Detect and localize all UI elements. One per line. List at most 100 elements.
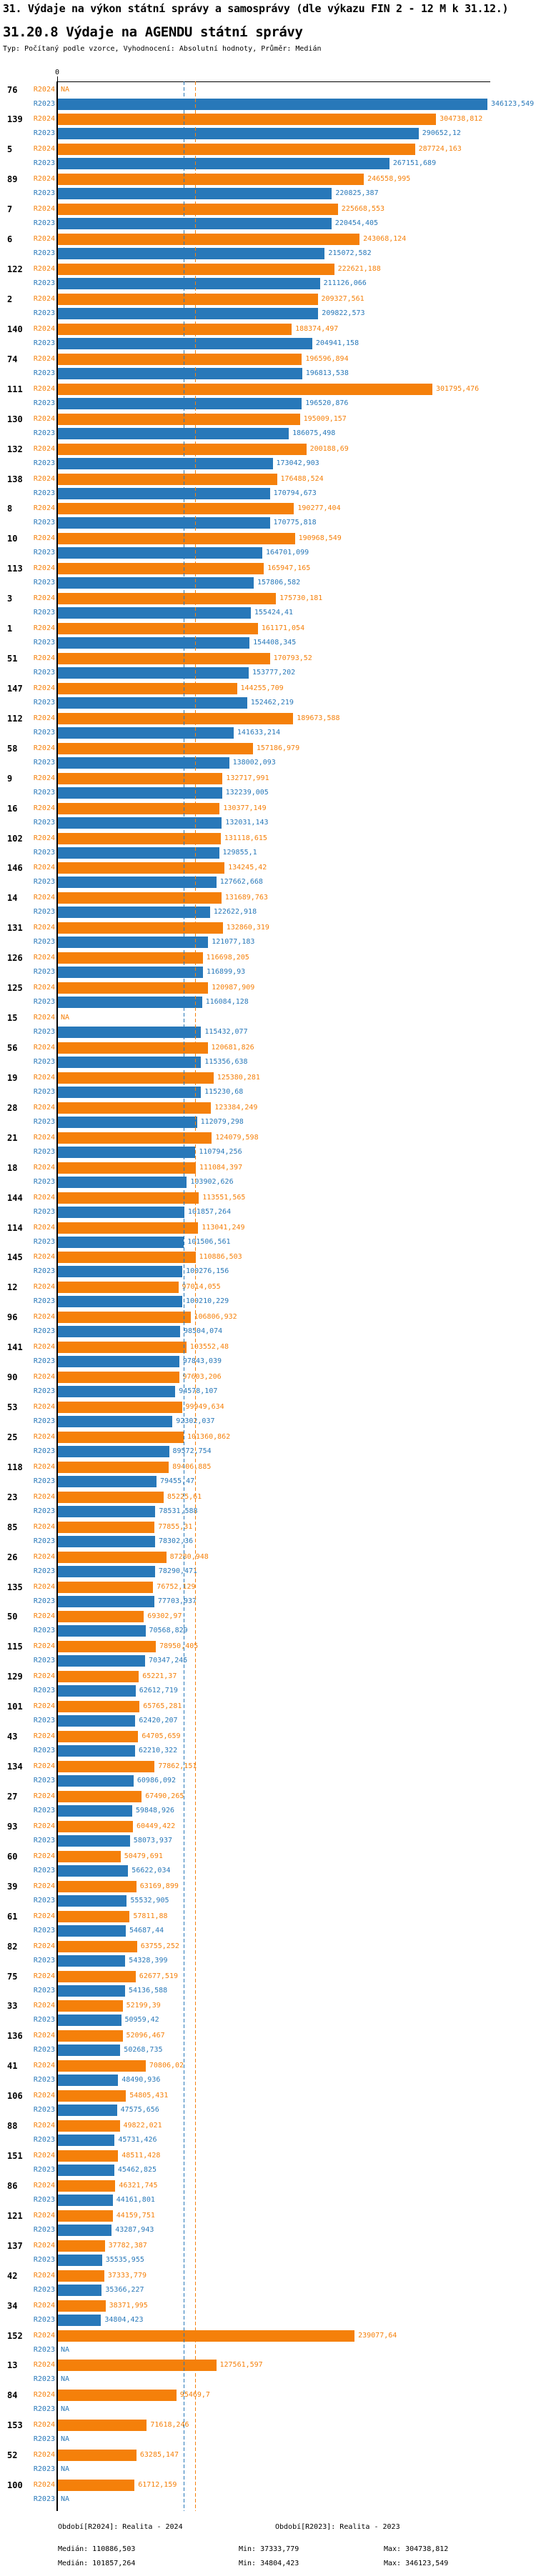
bar-value: 111084,397 [199,1163,243,1172]
series-label-r2023: R2023 [33,1087,55,1096]
bar-value: 70568,829 [149,1627,188,1635]
series-label-r2024: R2024 [33,1702,55,1711]
bar-r2024 [58,114,437,126]
series-label-r2024: R2024 [33,294,55,303]
row-id-label: 115 [7,1642,23,1652]
bar-value: 127561,597 [219,2361,263,2370]
bar-r2023 [58,158,389,170]
bar-r2024 [58,1491,164,1503]
bar-value: 100276,156 [186,1267,229,1276]
bar-value: 165947,165 [267,564,311,573]
bar-value: 132717,991 [226,774,269,782]
bar-value: 200188,69 [309,444,349,453]
bar-r2023 [58,1116,197,1128]
series-label-r2024: R2024 [33,2301,55,2310]
r2023-max-stat: Max: 346123,549 [384,2560,449,2567]
series-label-r2024: R2024 [33,265,55,273]
row-id-label: 88 [7,2121,18,2132]
row-id-label: 53 [7,1402,18,1412]
series-label-r2024: R2024 [33,894,55,902]
bar-value: 175730,181 [279,594,323,603]
series-label-r2023: R2023 [33,2195,55,2204]
bar-value: 196813,538 [305,369,349,377]
bar-r2023 [58,128,419,140]
bar-value: 176488,524 [280,474,324,483]
row-id-label: 125 [7,983,23,994]
series-label-r2023: R2023 [33,1777,55,1784]
bar-value: 189673,588 [297,714,340,722]
series-label-r2024: R2024 [33,1582,55,1591]
na-label: NA [61,2465,70,2474]
series-label-r2024: R2024 [33,2122,55,2130]
bar-value: 98504,074 [184,1327,223,1336]
bar-r2024 [58,323,292,335]
series-label-r2023: R2023 [33,2375,55,2384]
bar-value: 301795,476 [436,384,480,393]
row-id-label: 140 [7,324,23,334]
series-label-r2024: R2024 [33,1882,55,1890]
row-id-label: 34 [7,2300,18,2311]
bar-r2023 [58,2075,119,2087]
bar-r2023 [58,1715,136,1727]
row-id-label: 126 [7,953,23,964]
bar-value: 64705,659 [142,1732,181,1741]
series-label-r2024: R2024 [33,2032,55,2040]
series-label-r2024: R2024 [33,1822,55,1830]
series-label-r2023: R2023 [33,279,55,287]
bar-r2023 [58,1236,184,1248]
bar-value: 116698,205 [206,954,249,962]
bar-value: 120681,826 [211,1043,254,1052]
bar-r2023 [58,1864,129,1877]
bar-r2024 [58,1910,130,1922]
y-axis-line [56,81,58,2511]
series-label-r2023: R2023 [33,1537,55,1545]
series-label-r2023: R2023 [33,2285,55,2294]
chart-meta-line: Typ: Počítaný podle vzorce, Vyhodnocení:… [3,45,322,53]
bar-r2024 [58,1701,140,1713]
bar-r2024 [58,892,222,904]
bar-r2024 [58,473,277,485]
row-id-label: 19 [7,1072,18,1083]
bar-r2024 [58,682,237,694]
series-label-r2023: R2023 [33,669,55,677]
bar-value: 113551,565 [202,1193,246,1202]
row-id-label: 89 [7,174,18,185]
series-label-r2023: R2023 [33,938,55,947]
series-label-r2024: R2024 [33,1762,55,1770]
bar-r2023 [58,1266,183,1278]
series-label-r2023: R2023 [33,2345,55,2354]
row-id-label: 14 [7,893,18,904]
series-label-r2024: R2024 [33,2361,55,2370]
series-label-r2024: R2024 [33,1343,55,1352]
bar-r2023 [58,337,312,349]
series-label-r2023: R2023 [33,429,55,437]
series-label-r2023: R2023 [33,1327,55,1336]
series-label-r2024: R2024 [33,1283,55,1292]
series-label-r2024: R2024 [33,2062,55,2070]
bar-r2024 [58,2210,113,2222]
bar-value: 44161,801 [116,2195,155,2204]
bar-value: 78290,471 [158,1567,198,1575]
series-label-r2024: R2024 [33,504,55,513]
series-label-r2024: R2024 [33,1522,55,1531]
series-label-r2023: R2023 [33,99,55,108]
row-id-label: 61 [7,1911,18,1922]
series-label-r2023: R2023 [33,698,55,707]
na-label: NA [61,85,70,94]
bar-r2024 [58,1431,184,1443]
row-id-label: 6 [7,234,13,245]
x-axis-tick [57,76,58,81]
bar-r2023 [58,877,217,889]
na-label: NA [61,2375,70,2384]
bar-r2023 [58,367,302,379]
bar-value: 195009,157 [303,414,347,423]
series-label-r2024: R2024 [33,205,55,214]
bar-r2023 [58,1086,202,1098]
row-id-label: 21 [7,1132,18,1143]
bar-r2024 [58,593,277,605]
series-label-r2024: R2024 [33,1432,55,1441]
bar-r2023 [58,517,270,529]
series-label-r2024: R2024 [33,1792,55,1800]
bar-r2024 [58,1402,182,1413]
row-id-label: 15 [7,1013,18,1023]
